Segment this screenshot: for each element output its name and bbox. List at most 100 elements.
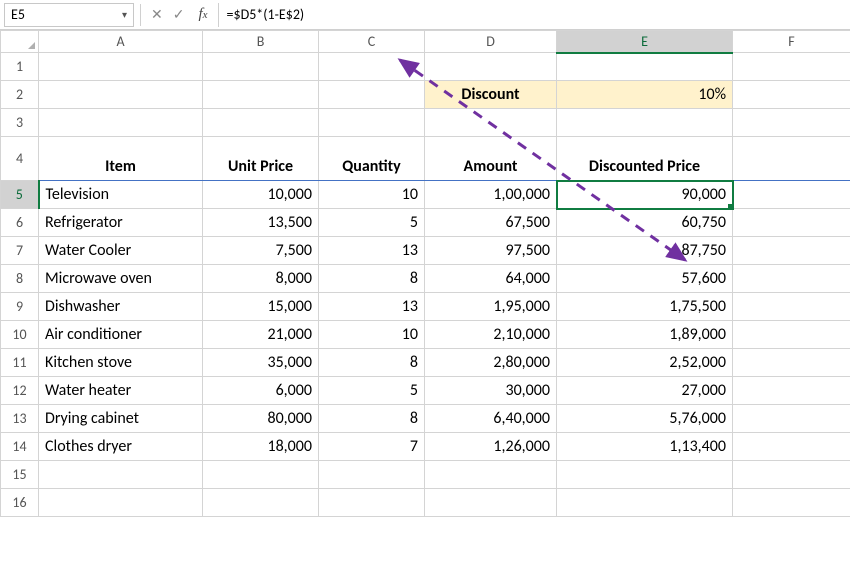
discounted-price-cell[interactable]: 57,600 <box>557 265 733 293</box>
empty-cell[interactable] <box>733 349 850 377</box>
col-header-item[interactable]: Item <box>39 137 203 181</box>
row-header-6[interactable]: 6 <box>1 209 39 237</box>
empty-cell[interactable] <box>733 293 850 321</box>
unit-price-cell[interactable]: 15,000 <box>203 293 319 321</box>
empty-cell[interactable] <box>733 265 850 293</box>
empty-cell[interactable] <box>203 461 319 489</box>
row-header-11[interactable]: 11 <box>1 349 39 377</box>
empty-cell[interactable] <box>733 53 850 81</box>
row-header-5[interactable]: 5 <box>1 181 39 209</box>
row-header-9[interactable]: 9 <box>1 293 39 321</box>
row-header-8[interactable]: 8 <box>1 265 39 293</box>
empty-cell[interactable] <box>319 489 425 517</box>
discounted-price-cell[interactable]: 2,52,000 <box>557 349 733 377</box>
discounted-price-cell[interactable]: 60,750 <box>557 209 733 237</box>
item-name-cell[interactable]: Television <box>39 181 203 209</box>
empty-cell[interactable] <box>733 137 850 181</box>
row-header-10[interactable]: 10 <box>1 321 39 349</box>
discount-value-cell[interactable]: 10% <box>557 81 733 109</box>
col-header-E[interactable]: E <box>557 31 733 53</box>
empty-cell[interactable] <box>39 81 203 109</box>
name-box[interactable]: E5 ▾ <box>4 3 134 27</box>
row-header-15[interactable]: 15 <box>1 461 39 489</box>
amount-cell[interactable]: 64,000 <box>425 265 557 293</box>
row-header-13[interactable]: 13 <box>1 405 39 433</box>
unit-price-cell[interactable]: 35,000 <box>203 349 319 377</box>
item-name-cell[interactable]: Air conditioner <box>39 321 203 349</box>
quantity-cell[interactable]: 7 <box>319 433 425 461</box>
item-name-cell[interactable]: Clothes dryer <box>39 433 203 461</box>
discounted-price-cell[interactable]: 87,750 <box>557 237 733 265</box>
discounted-price-cell[interactable]: 5,76,000 <box>557 405 733 433</box>
empty-cell[interactable] <box>733 109 850 137</box>
empty-cell[interactable] <box>425 109 557 137</box>
row-header-2[interactable]: 2 <box>1 81 39 109</box>
item-name-cell[interactable]: Microwave oven <box>39 265 203 293</box>
item-name-cell[interactable]: Water heater <box>39 377 203 405</box>
empty-cell[interactable] <box>425 53 557 81</box>
item-name-cell[interactable]: Water Cooler <box>39 237 203 265</box>
empty-cell[interactable] <box>733 181 850 209</box>
quantity-cell[interactable]: 8 <box>319 349 425 377</box>
col-header-quantity[interactable]: Quantity <box>319 137 425 181</box>
fx-icon[interactable]: fx <box>198 7 207 22</box>
col-header-A[interactable]: A <box>39 31 203 53</box>
empty-cell[interactable] <box>733 81 850 109</box>
row-header-7[interactable]: 7 <box>1 237 39 265</box>
col-header-C[interactable]: C <box>319 31 425 53</box>
empty-cell[interactable] <box>557 461 733 489</box>
quantity-cell[interactable]: 10 <box>319 181 425 209</box>
row-header-1[interactable]: 1 <box>1 53 39 81</box>
amount-cell[interactable]: 30,000 <box>425 377 557 405</box>
item-name-cell[interactable]: Refrigerator <box>39 209 203 237</box>
unit-price-cell[interactable]: 8,000 <box>203 265 319 293</box>
amount-cell[interactable]: 1,00,000 <box>425 181 557 209</box>
empty-cell[interactable] <box>425 489 557 517</box>
quantity-cell[interactable]: 13 <box>319 237 425 265</box>
amount-cell[interactable]: 2,10,000 <box>425 321 557 349</box>
discounted-price-cell[interactable]: 1,75,500 <box>557 293 733 321</box>
discounted-price-cell[interactable]: 90,000 <box>557 181 733 209</box>
empty-cell[interactable] <box>557 53 733 81</box>
col-header-D[interactable]: D <box>425 31 557 53</box>
item-name-cell[interactable]: Kitchen stove <box>39 349 203 377</box>
empty-cell[interactable] <box>203 109 319 137</box>
row-header-3[interactable]: 3 <box>1 109 39 137</box>
amount-cell[interactable]: 1,95,000 <box>425 293 557 321</box>
empty-cell[interactable] <box>203 489 319 517</box>
cancel-icon[interactable]: ✕ <box>151 8 163 22</box>
empty-cell[interactable] <box>39 109 203 137</box>
row-header-14[interactable]: 14 <box>1 433 39 461</box>
unit-price-cell[interactable]: 18,000 <box>203 433 319 461</box>
empty-cell[interactable] <box>203 53 319 81</box>
unit-price-cell[interactable]: 10,000 <box>203 181 319 209</box>
empty-cell[interactable] <box>39 53 203 81</box>
unit-price-cell[interactable]: 7,500 <box>203 237 319 265</box>
quantity-cell[interactable]: 10 <box>319 321 425 349</box>
empty-cell[interactable] <box>319 109 425 137</box>
empty-cell[interactable] <box>733 377 850 405</box>
row-header-4[interactable]: 4 <box>1 137 39 181</box>
col-header-F[interactable]: F <box>733 31 850 53</box>
row-header-16[interactable]: 16 <box>1 489 39 517</box>
empty-cell[interactable] <box>319 53 425 81</box>
amount-cell[interactable]: 67,500 <box>425 209 557 237</box>
quantity-cell[interactable]: 5 <box>319 209 425 237</box>
quantity-cell[interactable]: 8 <box>319 265 425 293</box>
empty-cell[interactable] <box>733 433 850 461</box>
select-all-corner[interactable] <box>1 31 39 53</box>
discounted-price-cell[interactable]: 1,13,400 <box>557 433 733 461</box>
empty-cell[interactable] <box>733 209 850 237</box>
empty-cell[interactable] <box>319 461 425 489</box>
empty-cell[interactable] <box>557 489 733 517</box>
empty-cell[interactable] <box>319 81 425 109</box>
empty-cell[interactable] <box>39 461 203 489</box>
discount-label-cell[interactable]: Discount <box>425 81 557 109</box>
col-header-amount[interactable]: Amount <box>425 137 557 181</box>
empty-cell[interactable] <box>39 489 203 517</box>
quantity-cell[interactable]: 13 <box>319 293 425 321</box>
empty-cell[interactable] <box>733 489 850 517</box>
empty-cell[interactable] <box>733 321 850 349</box>
discounted-price-cell[interactable]: 27,000 <box>557 377 733 405</box>
col-header-discounted-price[interactable]: Discounted Price <box>557 137 733 181</box>
